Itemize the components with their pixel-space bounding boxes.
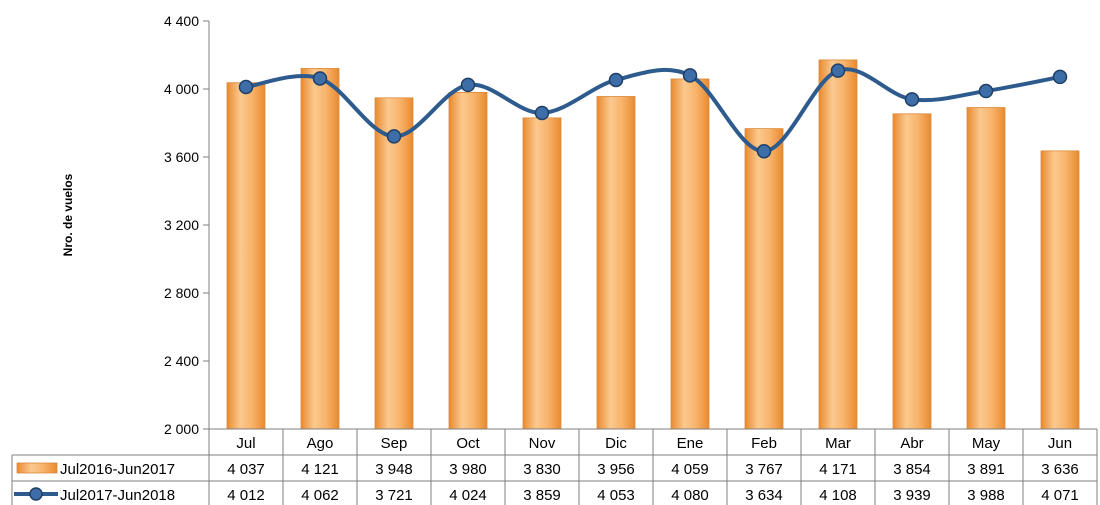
bar [966, 107, 1006, 430]
line-point [312, 71, 328, 86]
data-label: 3 859 [523, 487, 561, 504]
data-label: 3 830 [523, 461, 561, 478]
line-point [460, 77, 476, 93]
y-tick-label: 2 000 [164, 421, 199, 437]
data-label: 3 980 [449, 461, 487, 478]
data-label: 3 891 [967, 461, 1005, 478]
line-point [238, 79, 254, 95]
data-label: 3 634 [745, 487, 783, 504]
category-label: Mar [825, 435, 851, 452]
legend-line-marker [29, 487, 43, 501]
y-axis-label: Nro. de vuelos [61, 173, 75, 256]
line-point [904, 92, 920, 107]
y-tick-label: 4 400 [164, 13, 199, 29]
legend-bar-swatch [16, 462, 58, 474]
data-label: 4 062 [301, 487, 339, 504]
bar [670, 78, 710, 430]
bar [744, 128, 784, 430]
line-series [238, 63, 1068, 159]
data-label: 3 948 [375, 461, 413, 478]
category-label: Nov [529, 435, 556, 452]
series-line [244, 67, 1062, 154]
line-point [682, 68, 698, 83]
bar-series [226, 59, 1080, 430]
data-label: 4 012 [227, 487, 265, 504]
data-label: 3 721 [375, 487, 413, 504]
line-point [386, 129, 402, 144]
line-point [608, 72, 624, 88]
data-label: 4 024 [449, 487, 487, 504]
bar [300, 68, 340, 430]
y-tick-label: 2 800 [164, 285, 199, 301]
legend-label: Jul2017-Jun2018 [60, 487, 175, 504]
category-label: Jul [236, 435, 255, 452]
bar [818, 59, 858, 430]
category-label: Abr [900, 435, 923, 452]
y-tick-label: 4 000 [164, 81, 199, 97]
data-table: Jul Ago Sep Oct Nov Dic Ene Feb Mar Abr May Jun Jul2… [11, 428, 1098, 505]
category-label: Sep [381, 435, 408, 452]
category-label: Oct [456, 435, 480, 452]
data-label: 3 636 [1041, 461, 1079, 478]
category-label: Jun [1048, 435, 1072, 452]
line-point [1052, 69, 1068, 85]
data-label: 4 108 [819, 487, 857, 504]
legend-label: Jul2016-Jun2017 [60, 461, 175, 478]
y-tick-label: 2 400 [164, 353, 199, 369]
bar [1040, 150, 1080, 430]
category-label: Ago [307, 435, 334, 452]
category-label: May [972, 435, 1001, 452]
data-label: 4 071 [1041, 487, 1079, 504]
data-label: 4 080 [671, 487, 709, 504]
axes: 2 000 2 400 2 800 3 200 3 600 4 000 4 400 [164, 13, 210, 437]
data-label: 4 053 [597, 487, 635, 504]
line-point [534, 105, 550, 121]
bar [374, 97, 414, 430]
category-label: Ene [677, 435, 704, 452]
bar [448, 92, 488, 430]
line-point [978, 83, 994, 99]
data-label: 3 988 [967, 487, 1005, 504]
data-label: 3 767 [745, 461, 783, 478]
y-tick-label: 3 200 [164, 217, 199, 233]
data-label: 3 854 [893, 461, 931, 478]
category-label: Feb [751, 435, 777, 452]
bar [596, 96, 636, 430]
data-label: 3 939 [893, 487, 931, 504]
data-label: 4 121 [301, 461, 339, 478]
bar [226, 82, 266, 430]
data-label: 4 037 [227, 461, 265, 478]
data-label: 3 956 [597, 461, 635, 478]
line-point [830, 63, 846, 78]
line-point [756, 143, 772, 159]
bar [522, 117, 562, 430]
bar [892, 113, 932, 430]
y-tick-label: 3 600 [164, 149, 199, 165]
category-label: Dic [605, 435, 627, 452]
data-label: 4 171 [819, 461, 857, 478]
data-label: 4 059 [671, 461, 709, 478]
